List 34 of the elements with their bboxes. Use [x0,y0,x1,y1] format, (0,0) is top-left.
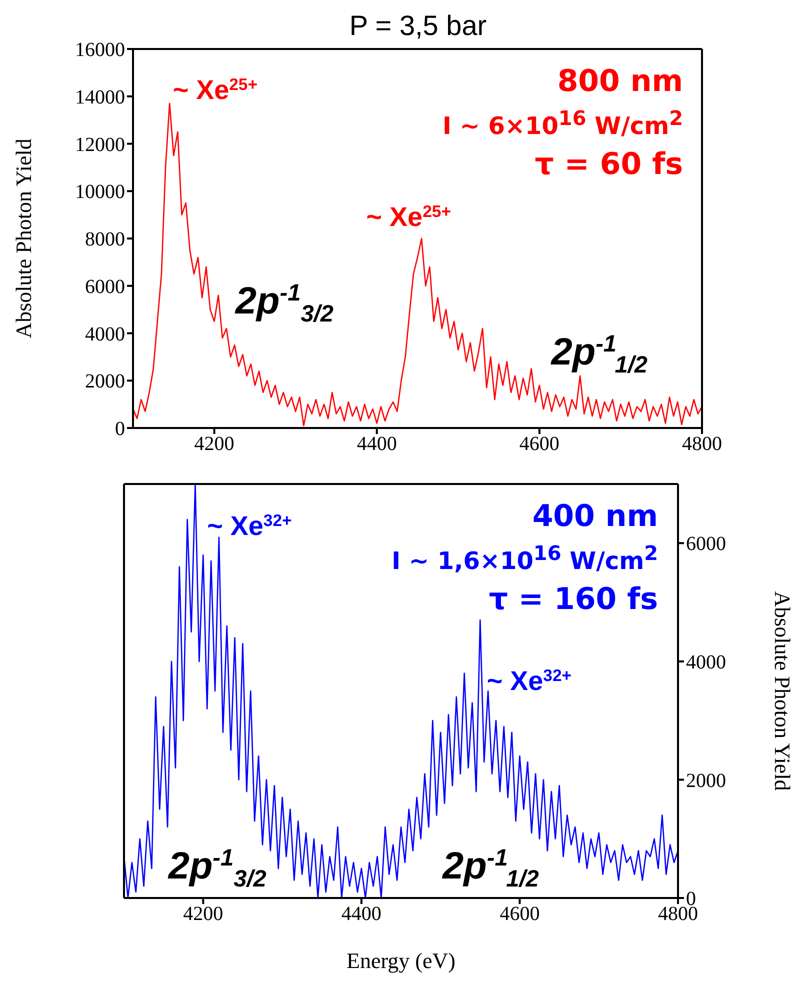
y-tick-label: 4000 [85,323,125,346]
y-tick-label: 10000 [75,181,125,204]
annotation: τ = 160 fs [488,581,658,620]
y2-tick-label: 4000 [686,652,726,674]
line-series [133,102,702,426]
y2-axis-title: Absolute Photon Yield [770,591,796,791]
x-axis-title: Energy (eV) [346,948,456,973]
chart-title: P = 3,5 bar [348,10,488,42]
x-tick-label: 4600 [519,433,560,456]
annotation: I ~ 1,6×10$^{16}$ W/cm$^{2}$ [392,540,658,576]
y-tick-label: 16000 [75,39,125,62]
x-tick-label: 4600 [500,903,540,926]
x-tick-label: 4800 [682,433,722,456]
y2-tick-label: 6000 [686,533,726,556]
x-tick-label: 4400 [341,903,382,926]
y-axis-title: Absolute Photon Yield [10,138,36,338]
annotation: τ = 60 fs [534,146,683,184]
y-tick-label: 6000 [85,276,125,298]
annotation: 800 nm [556,63,683,101]
y-tick-label: 0 [115,418,125,440]
annotation: ~ Xe$^{25+}$ [172,74,258,106]
annotation: ~ Xe$^{25+}$ [366,202,452,232]
annotation: 400 nm [531,498,658,536]
y-tick-label: 12000 [75,134,125,156]
annotation: ~ Xe$^{32+}$ [207,510,292,541]
y2-tick-label: 2000 [686,770,726,792]
annotation: ~ Xe$^{32+}$ [486,666,572,696]
x-tick-label: 4400 [356,433,397,456]
annotation: I ~ 6×10$^{16}$ W/cm$^{2}$ [442,104,683,142]
x-tick-label: 4200 [183,903,224,926]
y-tick-label: 8000 [85,228,125,251]
x-tick-label: 4200 [194,433,234,456]
y-tick-label: 2000 [85,370,125,393]
y-tick-label: 14000 [75,86,125,108]
